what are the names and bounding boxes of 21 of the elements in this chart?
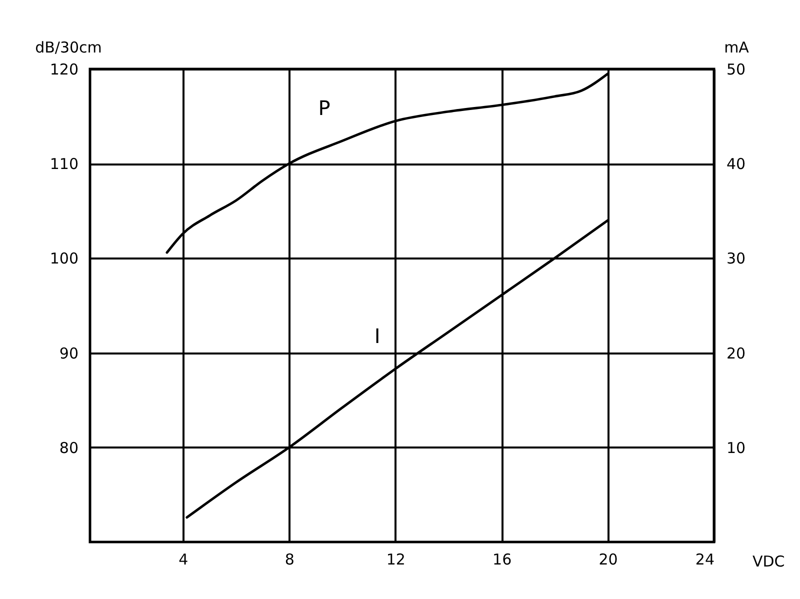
x-tick-label: 12	[386, 550, 406, 568]
y2-axis-title: mA	[724, 38, 750, 56]
y-tick-label: 110	[50, 155, 78, 174]
y2-tick-label: 30	[726, 250, 746, 268]
y-tick-label: 100	[50, 250, 78, 268]
y-axis-title: dB/30cm	[35, 38, 102, 56]
y2-tick-label: 40	[726, 155, 746, 174]
x-tick-label: 16	[492, 550, 512, 568]
y2-tick-label: 10	[726, 438, 746, 457]
x-tick-label: 4	[178, 550, 188, 568]
y-tick-label: 120	[50, 60, 78, 78]
x-tick-label: 8	[284, 550, 294, 568]
x-tick-label: 24	[695, 550, 714, 568]
y-tick-label: 80	[59, 438, 78, 457]
y2-tick-label: 50	[726, 60, 746, 78]
x-tick-label: 20	[598, 550, 618, 568]
y2-tick-label: 20	[726, 344, 746, 362]
y-tick-label: 90	[59, 344, 78, 362]
x-axis-title: VDC	[752, 552, 785, 570]
series-label: P	[318, 96, 330, 120]
series-label: I	[374, 324, 380, 348]
